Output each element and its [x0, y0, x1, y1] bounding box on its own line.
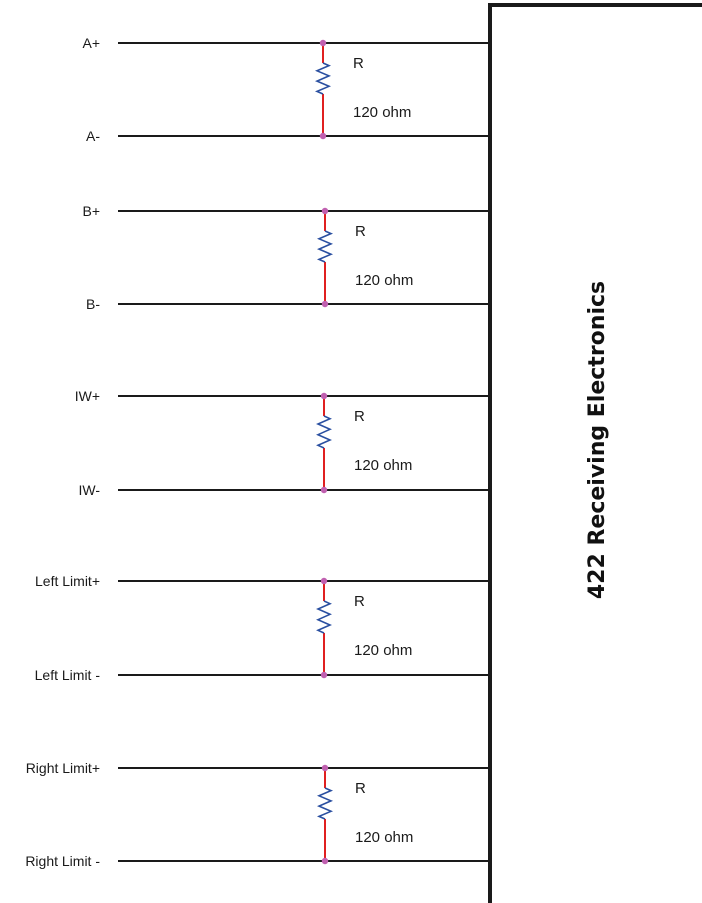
- node-dot-bottom: [321, 300, 329, 308]
- signal-label-positive: B+: [82, 203, 100, 219]
- node-dot-top: [320, 392, 328, 400]
- receiver-title: 422 Receiving Electronics: [585, 281, 610, 599]
- resistor-label: R: [353, 55, 364, 72]
- resistor-zigzag: [314, 62, 332, 95]
- signal-pair: B+ B- R 120 ohm: [82, 203, 490, 312]
- resistor-value: 120 ohm: [353, 104, 411, 121]
- node-dot-bottom: [320, 671, 328, 679]
- node-dot-bottom: [320, 486, 328, 494]
- resistor-value: 120 ohm: [354, 457, 412, 474]
- receiver-box: 422 Receiving Electronics: [488, 3, 702, 903]
- resistor-label: R: [355, 780, 366, 797]
- resistor-label: R: [355, 223, 366, 240]
- resistor-zigzag: [316, 230, 334, 263]
- termination-resistor: [316, 577, 332, 679]
- signal-label-negative: IW-: [78, 482, 100, 498]
- signal-pair: Left Limit+ Left Limit - R 120 ohm: [35, 573, 490, 683]
- node-dot-top: [319, 39, 327, 47]
- signal-label-positive: A+: [82, 35, 100, 51]
- resistor-value: 120 ohm: [355, 829, 413, 846]
- node-dot-top: [321, 764, 329, 772]
- signal-label-positive: Left Limit+: [35, 573, 100, 589]
- termination-resistor: [316, 207, 334, 308]
- node-dot-top: [321, 207, 329, 215]
- signal-label-negative: B-: [86, 296, 100, 312]
- signal-pair: A+ A- R 120 ohm: [82, 35, 490, 144]
- node-dot-bottom: [321, 857, 329, 865]
- signal-pair: Right Limit+ Right Limit - R 120 ohm: [25, 760, 490, 869]
- signal-label-negative: A-: [86, 128, 100, 144]
- resistor-zigzag: [316, 787, 334, 820]
- termination-resistor: [316, 764, 334, 865]
- resistor-label: R: [354, 408, 365, 425]
- node-dot-top: [320, 577, 328, 585]
- resistor-zigzag: [316, 415, 332, 449]
- termination-resistor: [316, 392, 332, 494]
- signal-label-negative: Left Limit -: [35, 667, 101, 683]
- signal-label-negative: Right Limit -: [25, 853, 100, 869]
- resistor-value: 120 ohm: [354, 642, 412, 659]
- resistor-value: 120 ohm: [355, 272, 413, 289]
- signal-label-positive: IW+: [75, 388, 100, 404]
- resistor-zigzag: [316, 600, 332, 634]
- resistor-label: R: [354, 593, 365, 610]
- termination-resistor: [314, 39, 332, 140]
- node-dot-bottom: [319, 132, 327, 140]
- signal-label-positive: Right Limit+: [26, 760, 100, 776]
- signal-pair: IW+ IW- R 120 ohm: [75, 388, 490, 498]
